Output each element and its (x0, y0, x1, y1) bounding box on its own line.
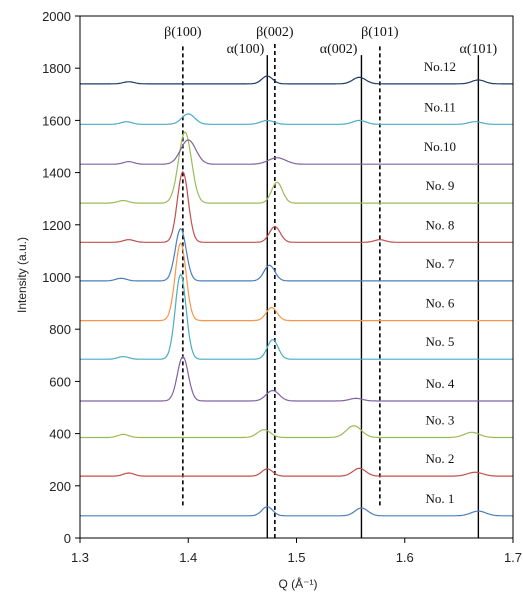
x-tick-label-1: 1.4 (179, 550, 197, 565)
series-line-7 (80, 227, 513, 282)
series-label-1: No. 1 (426, 491, 455, 506)
y-tick-label-6: 1200 (42, 218, 71, 233)
ref-label-3: α(002) (320, 42, 358, 57)
y-tick-label-7: 1400 (42, 166, 71, 181)
series-label-8: No. 8 (426, 217, 455, 232)
series-line-8 (80, 170, 513, 243)
y-axis-title: Intensity (a.u.) (15, 237, 29, 313)
y-tick-label-4: 800 (49, 322, 71, 337)
series-label-12: No.12 (424, 59, 456, 74)
y-tick-label-10: 2000 (42, 9, 71, 24)
series-label-4: No. 4 (426, 376, 455, 391)
series-label-9: No. 9 (426, 178, 455, 193)
x-axis-title: Q (Å⁻¹) (279, 576, 318, 591)
axes: 0 200 400 600 800 1000 1200 1400 1600 1800 2000 1.3… (42, 9, 522, 565)
annotation-layer: β(100) α(100) β(002) α(002)β(101) α(101) No. … (164, 25, 497, 506)
series-label-7: No. 7 (426, 256, 455, 271)
series-line-12 (80, 75, 513, 85)
series-line-1 (80, 506, 513, 517)
reference-lines (182, 43, 480, 538)
ref-label-4: β(101) (361, 25, 399, 40)
series-label-5: No. 5 (426, 334, 455, 349)
series-line-9 (80, 131, 513, 204)
series-layer (80, 75, 513, 517)
x-tick-label-0: 1.3 (71, 550, 89, 565)
series-label-11: No.11 (424, 99, 456, 114)
x-tick-label-2: 1.5 (287, 550, 305, 565)
x-tick-label-3: 1.6 (396, 550, 414, 565)
ref-label-5: α(101) (460, 42, 498, 57)
y-tick-label-2: 400 (49, 427, 71, 442)
x-tick-label-4: 1.7 (504, 550, 522, 565)
ref-label-0: β(100) (164, 25, 202, 40)
ref-label-2: β(002) (256, 25, 294, 40)
y-tick-label-8: 1600 (42, 113, 71, 128)
y-tick-label-5: 1000 (42, 270, 71, 285)
y-tick-label-3: 600 (49, 374, 71, 389)
series-label-6: No. 6 (426, 296, 455, 311)
series-line-11 (80, 113, 513, 125)
series-line-2 (80, 467, 513, 477)
ref-label-1: α(100) (227, 42, 265, 57)
series-line-6 (80, 242, 513, 322)
series-line-10 (80, 139, 513, 165)
series-label-2: No. 2 (426, 451, 455, 466)
series-label-10: No.10 (424, 139, 456, 154)
y-tick-label-0: 0 (64, 531, 71, 546)
series-label-3: No. 3 (426, 413, 455, 428)
y-tick-label-9: 1800 (42, 61, 71, 76)
y-tick-label-1: 200 (49, 479, 71, 494)
series-line-4 (80, 355, 513, 402)
series-line-5 (80, 273, 513, 360)
series-line-3 (80, 425, 513, 439)
